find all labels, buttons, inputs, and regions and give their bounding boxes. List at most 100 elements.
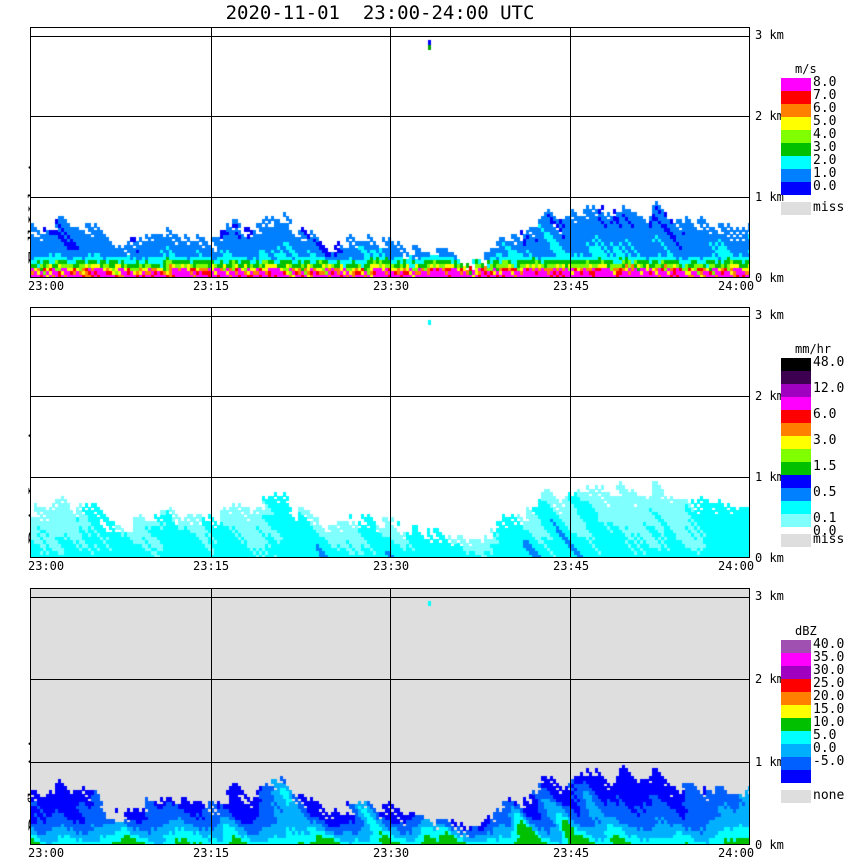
colorbar-swatch-reflectivity-3 <box>781 679 811 692</box>
plot-area-reflectivity[interactable] <box>30 588 750 845</box>
xtick-reflectivity-4: 24:00 <box>718 846 755 860</box>
colorbar-swatch-fall-velocity-8 <box>781 182 811 195</box>
colorbar-swatch-fall-velocity-3 <box>781 117 811 130</box>
xtick-reflectivity-0: 23:00 <box>28 846 65 860</box>
ytick-rain-intensity-3km: 3 km <box>755 308 784 323</box>
xtick-fall-velocity-1: 23:15 <box>193 279 230 293</box>
colorbar-swatch-reflectivity-1 <box>781 653 811 666</box>
colorbar-label-fall-velocity-6: 2.0 <box>813 153 837 168</box>
colorbar-swatch-fall-velocity-7 <box>781 169 811 182</box>
xtick-reflectivity-3: 23:45 <box>553 846 590 860</box>
colorbar-unit-rain-intensity: mm/hr <box>795 342 832 356</box>
colorbar-label-rain-intensity-7: 0.0 <box>813 524 837 539</box>
colorbar-extra-label-reflectivity: none <box>813 788 845 803</box>
xtick-reflectivity-1: 23:15 <box>193 846 230 860</box>
colorbar-swatch-rain-intensity-8 <box>781 462 811 475</box>
plot-area-rain-intensity[interactable] <box>30 307 750 558</box>
colorbar-swatch-rain-intensity-5 <box>781 423 811 436</box>
colorbar-label-fall-velocity-7: 1.0 <box>813 166 837 181</box>
colorbar-label-fall-velocity-1: 7.0 <box>813 88 837 103</box>
ytick-reflectivity-1km: 1 km <box>755 755 784 770</box>
xtick-fall-velocity-4: 24:00 <box>718 279 755 293</box>
colorbar-swatch-reflectivity-7 <box>781 731 811 744</box>
plot-area-fall-velocity[interactable] <box>30 27 750 278</box>
colorbar-label-fall-velocity-0: 8.0 <box>813 75 837 90</box>
colorbar-label-rain-intensity-5: 0.5 <box>813 485 837 500</box>
ytick-reflectivity-0km: 0 km <box>755 838 784 852</box>
colorbar-label-fall-velocity-3: 5.0 <box>813 114 837 129</box>
colorbar-swatch-reflectivity-4 <box>781 692 811 705</box>
colorbar-swatch-fall-velocity-1 <box>781 91 811 104</box>
colorbar-swatch-rain-intensity-12 <box>781 514 811 527</box>
xtick-rain-intensity-0: 23:00 <box>28 559 65 573</box>
colorbar-reflectivity[interactable] <box>781 640 811 783</box>
colorbar-swatch-fall-velocity-0 <box>781 78 811 91</box>
colorbar-label-fall-velocity-5: 3.0 <box>813 140 837 155</box>
colorbar-label-reflectivity-2: 30.0 <box>813 663 845 678</box>
colorbar-swatch-fall-velocity-6 <box>781 156 811 169</box>
xtick-reflectivity-2: 23:30 <box>373 846 410 860</box>
colorbar-swatch-rain-intensity-9 <box>781 475 811 488</box>
colorbar-label-reflectivity-7: 5.0 <box>813 728 837 743</box>
radar-data-fall-velocity <box>31 28 749 277</box>
xtick-rain-intensity-1: 23:15 <box>193 559 230 573</box>
ytick-fall-velocity-2km: 2 km <box>755 109 784 124</box>
xtick-fall-velocity-2: 23:30 <box>373 279 410 293</box>
ytick-fall-velocity-3km: 3 km <box>755 28 784 43</box>
colorbar-label-rain-intensity-2: 6.0 <box>813 407 837 422</box>
colorbar-label-reflectivity-3: 25.0 <box>813 676 845 691</box>
colorbar-label-rain-intensity-1: 12.0 <box>813 381 845 396</box>
colorbar-swatch-rain-intensity-2 <box>781 384 811 397</box>
colorbar-swatch-fall-velocity-2 <box>781 104 811 117</box>
colorbar-swatch-rain-intensity-6 <box>781 436 811 449</box>
colorbar-label-reflectivity-4: 20.0 <box>813 689 845 704</box>
colorbar-swatch-rain-intensity-7 <box>781 449 811 462</box>
colorbar-label-reflectivity-1: 35.0 <box>813 650 845 665</box>
ytick-fall-velocity-0km: 0 km <box>755 271 784 285</box>
colorbar-unit-fall-velocity: m/s <box>795 62 817 76</box>
ytick-reflectivity-2km: 2 km <box>755 672 784 687</box>
xtick-rain-intensity-4: 24:00 <box>718 559 755 573</box>
xtick-rain-intensity-2: 23:30 <box>373 559 410 573</box>
xtick-fall-velocity-0: 23:00 <box>28 279 65 293</box>
colorbar-swatch-reflectivity-8 <box>781 744 811 757</box>
colorbar-label-reflectivity-9: -5.0 <box>813 754 845 769</box>
ytick-reflectivity-3km: 3 km <box>755 589 784 604</box>
ytick-rain-intensity-0km: 0 km <box>755 551 784 565</box>
colorbar-swatch-reflectivity-2 <box>781 666 811 679</box>
colorbar-extra-swatch-rain-intensity <box>781 534 811 547</box>
colorbar-swatch-rain-intensity-10 <box>781 488 811 501</box>
colorbar-label-reflectivity-0: 40.0 <box>813 637 845 652</box>
radar-data-rain-intensity <box>31 308 749 557</box>
figure-title: 2020-11-01 23:00-24:00 UTC <box>225 2 535 24</box>
colorbar-swatch-rain-intensity-3 <box>781 397 811 410</box>
colorbar-label-reflectivity-6: 10.0 <box>813 715 845 730</box>
colorbar-label-fall-velocity-8: 0.0 <box>813 179 837 194</box>
colorbar-swatch-reflectivity-0 <box>781 640 811 653</box>
colorbar-label-reflectivity-8: 0.0 <box>813 741 837 756</box>
colorbar-extra-label-fall-velocity: miss <box>813 200 845 215</box>
colorbar-swatch-reflectivity-6 <box>781 718 811 731</box>
colorbar-unit-reflectivity: dBZ <box>795 624 817 638</box>
colorbar-extra-swatch-fall-velocity <box>781 202 811 215</box>
xtick-fall-velocity-3: 23:45 <box>553 279 590 293</box>
ytick-rain-intensity-1km: 1 km <box>755 470 784 485</box>
colorbar-fall-velocity[interactable] <box>781 78 811 195</box>
colorbar-swatch-rain-intensity-11 <box>781 501 811 514</box>
colorbar-swatch-fall-velocity-4 <box>781 130 811 143</box>
colorbar-swatch-reflectivity-5 <box>781 705 811 718</box>
colorbar-label-fall-velocity-2: 6.0 <box>813 101 837 116</box>
radar-data-reflectivity <box>31 589 749 844</box>
colorbar-rain-intensity[interactable] <box>781 358 811 527</box>
colorbar-label-rain-intensity-0: 48.0 <box>813 355 845 370</box>
colorbar-label-fall-velocity-4: 4.0 <box>813 127 837 142</box>
colorbar-swatch-fall-velocity-5 <box>781 143 811 156</box>
colorbar-label-reflectivity-5: 15.0 <box>813 702 845 717</box>
colorbar-swatch-rain-intensity-4 <box>781 410 811 423</box>
ytick-rain-intensity-2km: 2 km <box>755 389 784 404</box>
xtick-rain-intensity-3: 23:45 <box>553 559 590 573</box>
colorbar-extra-swatch-reflectivity <box>781 790 811 803</box>
colorbar-extra-label-rain-intensity: miss <box>813 532 845 547</box>
colorbar-label-rain-intensity-6: 0.1 <box>813 511 837 526</box>
colorbar-label-rain-intensity-3: 3.0 <box>813 433 837 448</box>
